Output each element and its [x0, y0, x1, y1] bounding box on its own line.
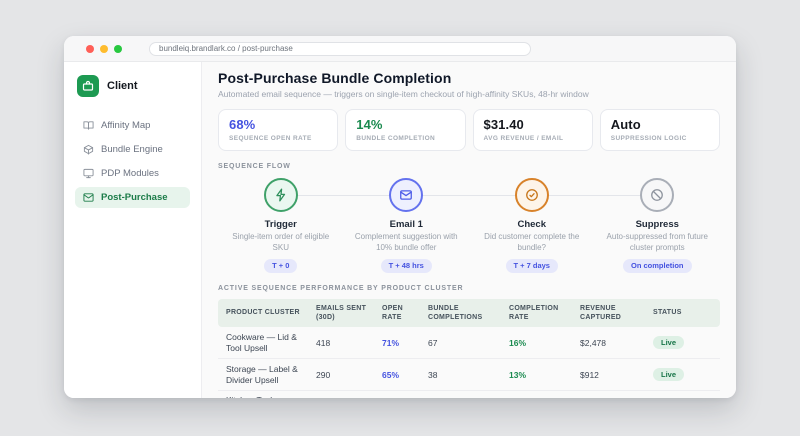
step-title: Email 1 — [389, 219, 423, 230]
column-header: PRODUCT CLUSTER — [226, 309, 300, 317]
flow-step-trigger[interactable]: Trigger Single-item order of eligible SK… — [218, 178, 344, 273]
stat-card-open-rate: 68% SEQUENCE OPEN RATE — [218, 109, 339, 151]
sidebar-item-affinity-map[interactable]: Affinity Map — [75, 115, 190, 136]
mail-icon — [83, 192, 94, 203]
cell-completion-rate: 16% — [509, 337, 527, 348]
cell-open-rate: 65% — [382, 369, 400, 380]
table-row[interactable]: Storage — Label & Divider Upsell 290 65%… — [218, 359, 720, 391]
sidebar-item-bundle-engine[interactable]: Bundle Engine — [75, 139, 190, 160]
status-badge: Live — [653, 368, 685, 382]
sidebar-item-post-purchase[interactable]: Post-Purchase — [75, 187, 190, 208]
step-timing-badge: On completion — [623, 258, 692, 273]
status-badge: Live — [653, 336, 685, 350]
cell-revenue: $912 — [580, 369, 599, 380]
zap-icon — [263, 178, 298, 212]
page-title: Post-Purchase Bundle Completion — [218, 70, 452, 86]
sidebar-item-label: PDP Modules — [101, 168, 159, 179]
brand-label: Client — [107, 80, 138, 92]
stat-label: SEQUENCE OPEN RATE — [229, 135, 312, 142]
stat-value: 68% — [229, 117, 256, 132]
sidebar: Client Affinity Map — [64, 62, 202, 398]
step-desc: Single-item order of eligible SKU — [232, 232, 330, 252]
stat-value: $31.40 — [483, 117, 524, 132]
stat-card-suppression: Auto SUPPRESSION LOGIC — [599, 109, 720, 151]
monitor-icon — [83, 168, 94, 179]
minimize-window-icon[interactable] — [100, 44, 108, 53]
step-timing-badge: T + 7 days — [505, 258, 558, 273]
cell-revenue: $2,478 — [580, 337, 606, 348]
step-title: Trigger — [264, 219, 297, 230]
section-label-performance-table: ACTIVE SEQUENCE PERFORMANCE BY PRODUCT C… — [218, 284, 464, 292]
cell-emails-sent: 290 — [316, 369, 331, 380]
check-circle-icon — [514, 178, 549, 212]
table-row[interactable]: Kitchen Tools — Prep Mat Upsell 174 69% … — [218, 391, 720, 398]
ban-icon — [640, 178, 675, 212]
sidebar-item-label: Affinity Map — [101, 120, 151, 131]
browser-window: bundleiq.brandlark.co / post-purchase Cl… — [64, 36, 736, 398]
stat-value: Auto — [610, 117, 641, 132]
mail-icon — [389, 178, 424, 212]
sidebar-nav: Affinity Map Bundle Engine — [75, 115, 190, 208]
page-subtitle: Automated email sequence — triggers on s… — [218, 89, 589, 99]
column-header: COMPLETION RATE — [509, 304, 559, 322]
brand: Client — [75, 75, 190, 97]
table-row[interactable]: Cookware — Lid & Tool Upsell 418 71% 67 … — [218, 327, 720, 360]
stat-value: 14% — [356, 117, 383, 132]
zoom-window-icon[interactable] — [114, 44, 122, 53]
section-label-sequence-flow: SEQUENCE FLOW — [218, 163, 291, 170]
step-desc: Auto-suppressed from future cluster prom… — [606, 232, 708, 252]
window-controls — [86, 44, 122, 53]
column-header: BUNDLE COMPLETIONS — [428, 304, 483, 322]
step-desc: Complement suggestion with 10% bundle of… — [354, 232, 458, 252]
flow-step-suppress[interactable]: Suppress Auto-suppressed from future clu… — [595, 178, 721, 273]
sequence-flow: Trigger Single-item order of eligible SK… — [218, 178, 720, 273]
step-title: Check — [517, 219, 546, 230]
book-open-icon — [83, 120, 94, 131]
cell-bundle-completions: 67 — [428, 337, 438, 348]
step-title: Suppress — [635, 219, 679, 230]
browser-topbar: bundleiq.brandlark.co / post-purchase — [64, 36, 736, 62]
cell-product-cluster: Cookware — Lid & Tool Upsell — [226, 331, 297, 353]
cell-product-cluster: Kitchen Tools — Prep Mat Upsell — [218, 395, 316, 398]
stat-label: SUPPRESSION LOGIC — [610, 135, 687, 142]
stat-card-bundle-completion: 14% BUNDLE COMPLETION — [345, 109, 466, 151]
url-bar[interactable]: bundleiq.brandlark.co / post-purchase — [149, 42, 531, 56]
step-timing-badge: T + 48 hrs — [380, 258, 432, 273]
stat-card-avg-revenue: $31.40 AVG REVENUE / EMAIL — [472, 109, 593, 151]
stats-row: 68% SEQUENCE OPEN RATE 14% BUNDLE COMPLE… — [218, 109, 720, 151]
stat-label: BUNDLE COMPLETION — [356, 135, 436, 142]
column-header: STATUS — [653, 309, 682, 317]
package-icon — [83, 144, 94, 155]
cell-emails-sent: 418 — [316, 337, 331, 348]
cell-product-cluster: Storage — Label & Divider Upsell — [226, 363, 298, 385]
sidebar-item-label: Bundle Engine — [101, 144, 163, 155]
cell-completion-rate: 13% — [509, 369, 527, 380]
cell-open-rate: 71% — [382, 337, 400, 348]
stat-label: AVG REVENUE / EMAIL — [483, 135, 564, 142]
step-desc: Did customer complete the bundle? — [484, 232, 580, 252]
flow-connector-line — [276, 195, 668, 196]
column-header: REVENUE CAPTURED — [580, 304, 622, 322]
step-timing-badge: T + 0 — [264, 258, 298, 273]
column-header: EMAILS SENT (30D) — [316, 304, 367, 322]
sidebar-item-label: Post-Purchase — [101, 192, 168, 203]
flow-step-email-1[interactable]: Email 1 Complement suggestion with 10% b… — [344, 178, 470, 273]
flow-step-check[interactable]: Check Did customer complete the bundle? … — [469, 178, 595, 273]
column-header: OPEN RATE — [382, 304, 403, 322]
close-window-icon[interactable] — [86, 44, 94, 53]
sidebar-item-pdp-modules[interactable]: PDP Modules — [75, 163, 190, 184]
main-content: Post-Purchase Bundle Completion Automate… — [202, 62, 736, 398]
cell-bundle-completions: 38 — [428, 369, 438, 380]
table-header-row: PRODUCT CLUSTER EMAILS SENT (30D) OPEN R… — [218, 298, 720, 328]
briefcase-logo-icon — [77, 75, 99, 97]
